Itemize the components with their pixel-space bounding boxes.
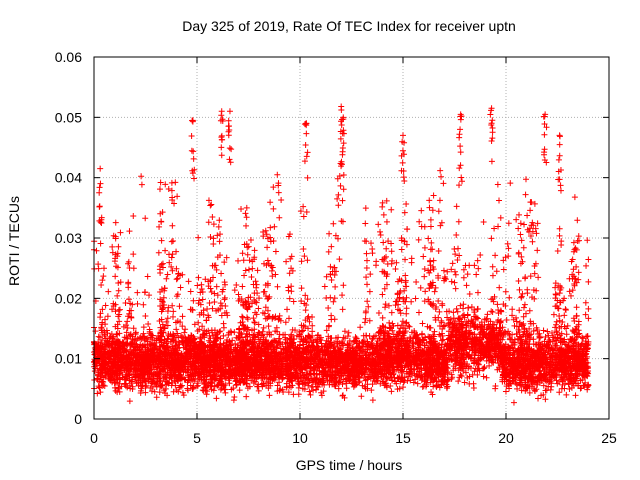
data-point bbox=[144, 335, 151, 342]
data-point bbox=[540, 327, 547, 334]
data-point bbox=[369, 397, 376, 404]
data-point bbox=[416, 369, 423, 376]
data-point bbox=[274, 382, 281, 389]
data-point bbox=[149, 378, 156, 385]
data-point bbox=[236, 387, 243, 394]
data-point bbox=[542, 396, 549, 403]
data-point bbox=[545, 332, 552, 339]
data-point bbox=[140, 330, 147, 337]
data-point bbox=[522, 333, 529, 340]
data-point bbox=[148, 380, 155, 387]
data-point bbox=[287, 336, 294, 343]
data-point bbox=[484, 311, 491, 318]
data-point bbox=[357, 324, 364, 331]
data-point bbox=[123, 329, 130, 336]
data-point bbox=[436, 331, 443, 338]
data-point bbox=[323, 327, 330, 334]
data-point bbox=[258, 375, 265, 382]
data-point bbox=[535, 395, 542, 402]
data-point bbox=[230, 385, 237, 392]
data-point bbox=[544, 328, 551, 335]
data-point bbox=[410, 379, 417, 386]
data-point bbox=[502, 388, 509, 395]
data-point bbox=[276, 331, 283, 338]
data-point bbox=[307, 391, 314, 398]
data-point bbox=[229, 337, 236, 344]
data-point bbox=[403, 319, 410, 326]
data-point bbox=[406, 323, 413, 330]
data-point bbox=[572, 392, 579, 399]
data-point bbox=[389, 327, 396, 334]
data-point bbox=[164, 335, 171, 342]
data-point bbox=[372, 366, 379, 373]
data-point bbox=[390, 331, 397, 338]
data-point bbox=[486, 362, 493, 369]
data-point bbox=[480, 373, 487, 380]
data-point bbox=[116, 388, 123, 395]
data-point bbox=[285, 389, 292, 396]
data-point bbox=[568, 384, 575, 391]
data-point bbox=[136, 335, 143, 342]
data-point bbox=[164, 336, 171, 343]
data-point bbox=[341, 328, 348, 335]
data-point bbox=[373, 378, 380, 385]
data-point bbox=[359, 382, 366, 389]
data-point bbox=[483, 316, 490, 323]
data-point bbox=[456, 315, 463, 322]
data-point bbox=[582, 379, 589, 386]
data-point bbox=[345, 329, 352, 336]
data-point bbox=[343, 380, 350, 387]
data-point bbox=[369, 381, 376, 388]
data-point bbox=[255, 321, 262, 328]
data-point bbox=[173, 387, 180, 394]
data-point bbox=[533, 386, 540, 393]
data-point bbox=[510, 399, 517, 406]
data-point bbox=[179, 323, 186, 330]
data-point bbox=[488, 308, 495, 315]
data-point bbox=[179, 389, 186, 396]
data-point bbox=[96, 384, 103, 391]
data-point bbox=[313, 386, 320, 393]
data-point bbox=[276, 379, 283, 386]
data-point bbox=[335, 385, 342, 392]
data-point bbox=[577, 377, 584, 384]
data-point bbox=[106, 335, 113, 342]
data-point bbox=[177, 382, 184, 389]
data-point bbox=[151, 366, 158, 373]
data-point bbox=[576, 330, 583, 337]
data-point bbox=[231, 393, 238, 400]
data-point bbox=[437, 333, 444, 340]
data-point bbox=[317, 334, 324, 341]
data-point bbox=[295, 384, 302, 391]
data-point bbox=[194, 363, 201, 370]
data-point bbox=[126, 398, 133, 405]
data-point bbox=[342, 335, 349, 342]
data-point bbox=[244, 385, 251, 392]
data-point bbox=[478, 355, 485, 362]
data-point bbox=[355, 344, 362, 351]
data-point bbox=[468, 303, 475, 310]
data-point bbox=[526, 389, 533, 396]
data-point bbox=[210, 387, 217, 394]
data-point bbox=[334, 378, 341, 385]
data-point bbox=[483, 374, 490, 381]
data-point bbox=[173, 339, 180, 346]
data-point bbox=[310, 387, 317, 394]
data-point bbox=[296, 328, 303, 335]
data-point bbox=[489, 309, 496, 316]
data-point bbox=[170, 388, 177, 395]
data-point bbox=[94, 390, 101, 397]
data-point bbox=[579, 340, 586, 347]
data-point bbox=[450, 315, 457, 322]
data-points bbox=[91, 103, 592, 406]
data-point bbox=[353, 338, 360, 345]
